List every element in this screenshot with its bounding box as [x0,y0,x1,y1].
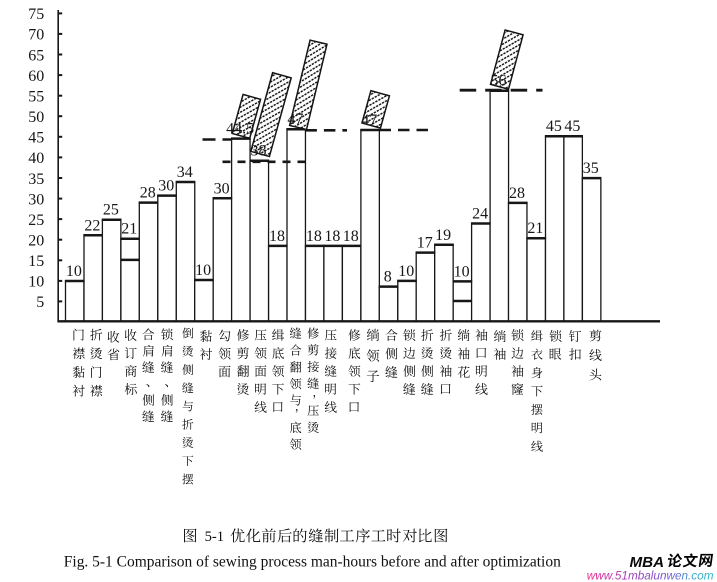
svg-text:Fig. 5-1 Comparison of sewing: Fig. 5-1 Comparison of sewing process ma… [64,554,561,571]
svg-text:15: 15 [28,253,44,270]
svg-text:35: 35 [28,171,44,188]
svg-text:18: 18 [343,228,359,245]
svg-text:28: 28 [140,185,156,202]
svg-text:20: 20 [28,233,44,250]
svg-text:8: 8 [384,269,392,286]
svg-text:30: 30 [28,191,44,208]
svg-text:10: 10 [195,262,211,279]
svg-text:56: 56 [491,73,507,90]
svg-text:18: 18 [324,228,340,245]
svg-text:19: 19 [435,227,451,244]
svg-text:45: 45 [28,130,44,147]
svg-text:44.5: 44.5 [226,121,254,138]
svg-text:28: 28 [509,185,525,202]
svg-text:25: 25 [28,212,44,229]
svg-text:55: 55 [28,89,44,106]
svg-text:35: 35 [583,160,599,177]
svg-text:50: 50 [28,109,44,126]
svg-text:47: 47 [361,112,377,129]
svg-text:18: 18 [306,228,322,245]
svg-text:60: 60 [28,68,44,85]
svg-text:45: 45 [546,118,562,135]
svg-text:30: 30 [214,180,230,197]
svg-text:38: 38 [251,143,267,160]
svg-text:www.51mbalunwen.com: www.51mbalunwen.com [587,569,714,582]
svg-text:10: 10 [398,263,414,280]
svg-text:40: 40 [28,150,44,167]
svg-text:10: 10 [454,263,470,280]
svg-text:21: 21 [527,220,543,237]
svg-text:70: 70 [28,27,44,44]
svg-text:45: 45 [564,118,580,135]
svg-text:17: 17 [417,235,433,252]
svg-text:75: 75 [28,6,44,23]
svg-text:24: 24 [472,206,488,223]
svg-text:30: 30 [158,178,174,195]
svg-text:18: 18 [269,228,285,245]
svg-text:10: 10 [66,263,82,280]
svg-text:25: 25 [103,202,119,219]
svg-text:22: 22 [84,217,100,234]
svg-text:10: 10 [28,274,44,291]
svg-text:5-1: 5-1 [205,529,224,545]
svg-text:21: 21 [121,221,137,238]
svg-text:5: 5 [36,294,44,311]
svg-text:65: 65 [28,47,44,64]
svg-text:47: 47 [287,111,303,128]
svg-text:MBA: MBA [630,554,665,571]
svg-text:34: 34 [177,164,193,181]
